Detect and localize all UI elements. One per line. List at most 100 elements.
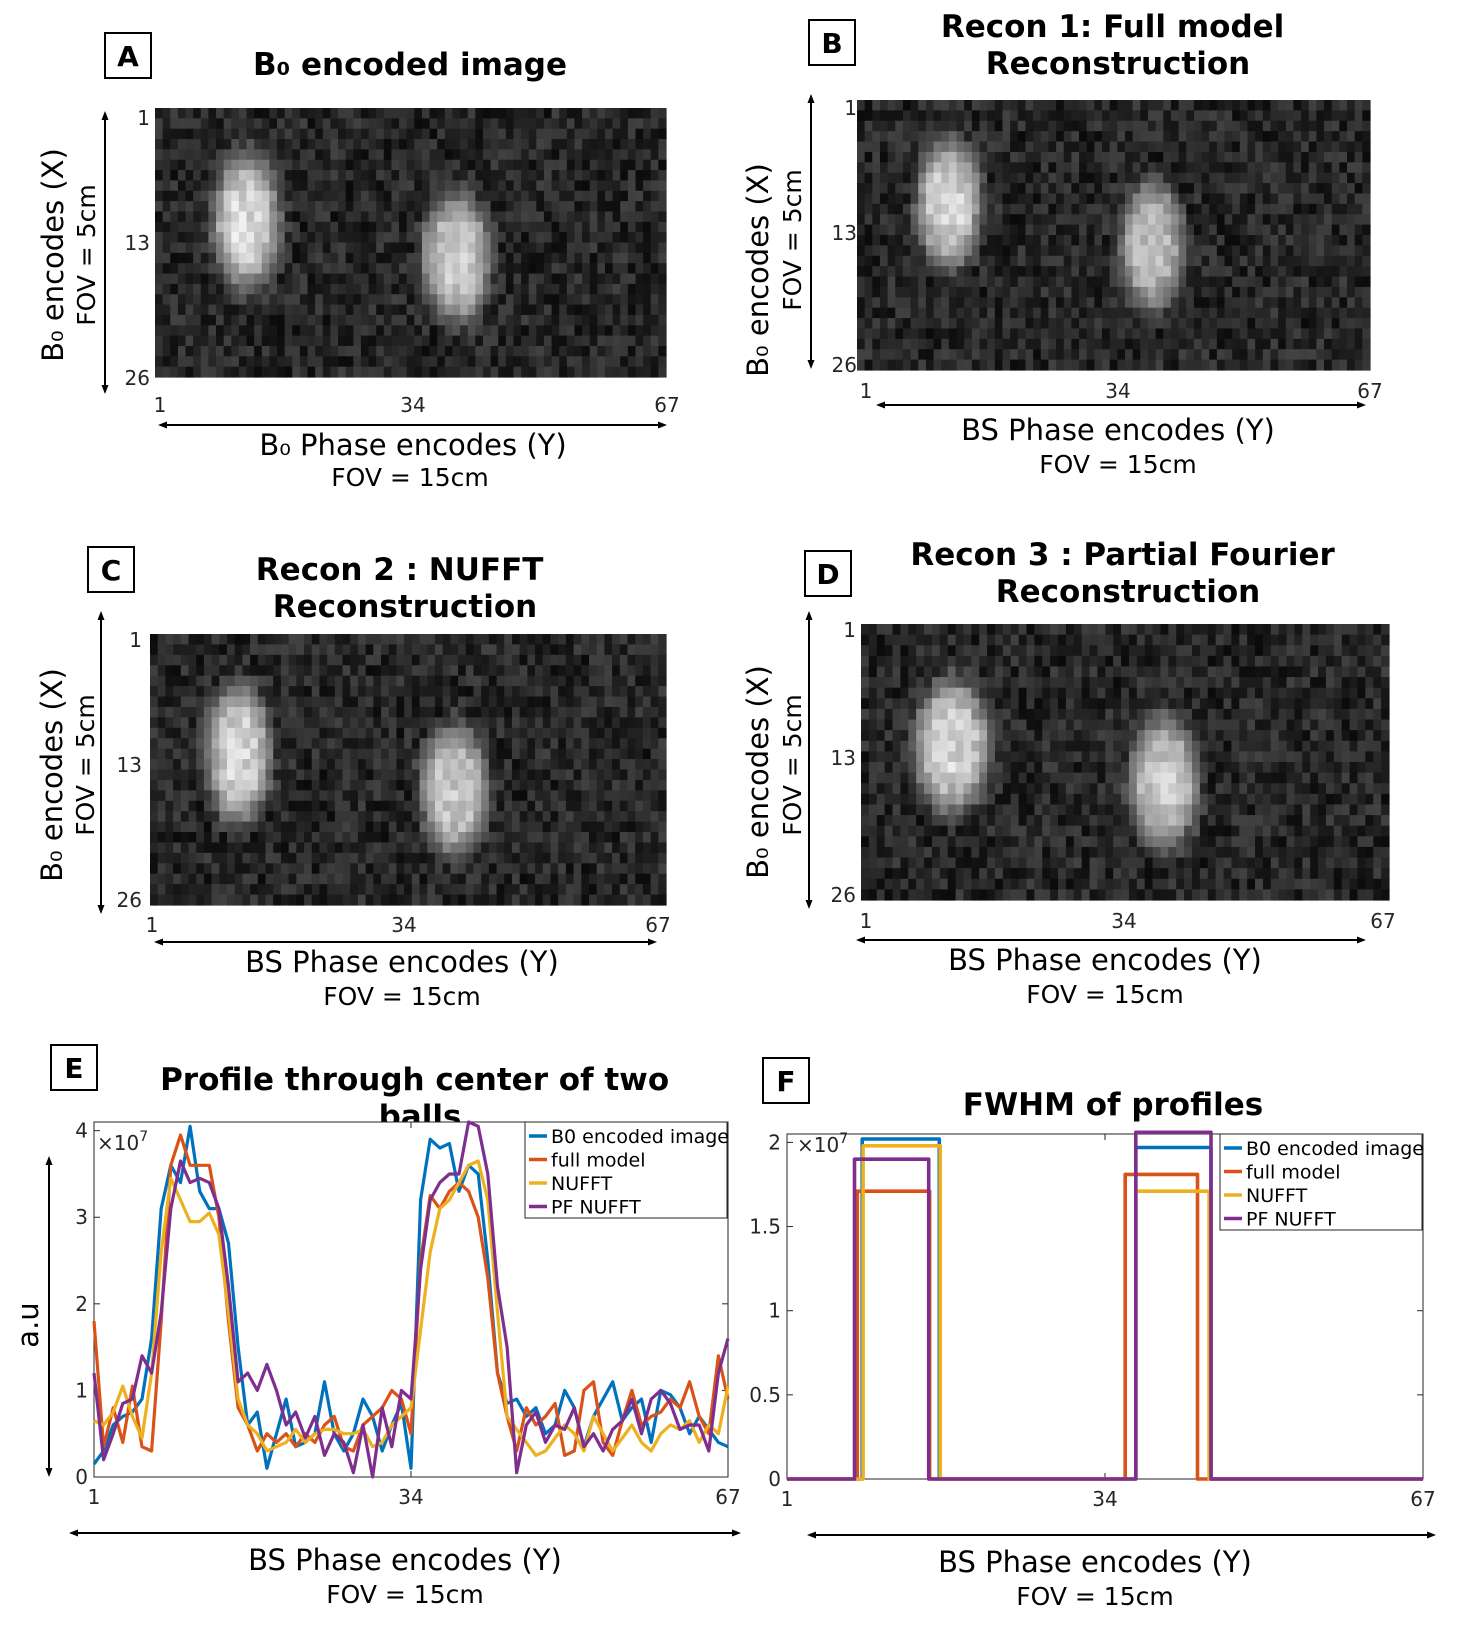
image-pixel — [902, 307, 912, 319]
image-pixel — [1170, 297, 1180, 309]
image-pixel — [155, 283, 164, 295]
image-pixel — [330, 201, 339, 213]
image-pixel — [246, 139, 255, 150]
image-pixel — [327, 644, 336, 656]
image-pixel — [173, 696, 182, 708]
image-pixel — [157, 759, 166, 771]
image-pixel — [879, 172, 889, 184]
image-pixel — [948, 183, 958, 195]
image-pixel — [1308, 162, 1318, 174]
image-pixel — [1033, 359, 1042, 371]
image-pixel — [444, 139, 454, 150]
image-pixel — [216, 170, 225, 182]
image-pixel — [265, 769, 274, 781]
image-pixel — [1140, 214, 1149, 226]
image-pixel — [315, 366, 324, 378]
image-pixel — [1079, 235, 1088, 246]
image-pixel — [1239, 100, 1249, 111]
image-pixel — [627, 800, 636, 812]
image-pixel — [299, 345, 309, 357]
image-pixel — [1362, 151, 1371, 163]
image-pixel — [334, 769, 344, 781]
image-pixel — [1232, 183, 1241, 195]
image-pixel — [1002, 349, 1011, 361]
image-pixel — [1239, 266, 1249, 278]
image-pixel — [155, 190, 164, 202]
image-pixel — [1086, 297, 1095, 309]
image-pixel — [941, 297, 950, 309]
image-pixel — [1094, 235, 1103, 246]
image-pixel — [475, 139, 484, 150]
image-pixel — [979, 255, 988, 267]
image-pixel — [597, 325, 606, 337]
image-pixel — [543, 356, 553, 368]
image-pixel — [565, 842, 575, 854]
image-pixel — [490, 252, 499, 264]
image-pixel — [353, 294, 362, 306]
image-pixel — [612, 180, 621, 192]
image-pixel — [353, 252, 362, 264]
image-pixel — [296, 852, 305, 864]
image-pixel — [216, 273, 225, 285]
image-pixel — [513, 139, 522, 150]
image-pixel — [581, 634, 590, 646]
image-pixel — [1048, 276, 1057, 288]
image-pixel — [627, 170, 637, 182]
image-pixel — [165, 790, 174, 802]
image-pixel — [1056, 151, 1065, 163]
image-pixel — [170, 201, 179, 213]
image-pixel — [284, 304, 293, 316]
image-pixel — [473, 696, 482, 708]
image-pixel — [345, 139, 354, 150]
image-pixel — [864, 224, 873, 236]
image-pixel — [254, 263, 263, 275]
image-pixel — [200, 263, 209, 275]
image-pixel — [452, 170, 461, 182]
image-pixel — [574, 221, 583, 233]
image-pixel — [475, 211, 484, 223]
image-pixel — [1094, 255, 1103, 267]
image-pixel — [273, 665, 282, 677]
image-pixel — [1247, 245, 1256, 257]
image-pixel — [273, 686, 282, 698]
image-pixel — [327, 842, 336, 854]
image-pixel — [242, 738, 251, 750]
image-pixel — [327, 727, 336, 739]
image-pixel — [1178, 297, 1187, 309]
image-pixel — [1017, 224, 1027, 236]
image-pixel — [588, 686, 598, 698]
image-pixel — [1308, 338, 1318, 350]
image-pixel — [857, 224, 866, 236]
image-pixel — [994, 359, 1004, 371]
panel-a-ytick: 26 — [125, 366, 150, 390]
image-pixel — [964, 318, 973, 330]
image-pixel — [925, 255, 935, 267]
image-pixel — [365, 779, 374, 791]
image-pixel — [1186, 162, 1195, 174]
image-pixel — [338, 366, 347, 378]
image-pixel — [588, 644, 598, 656]
image-pixel — [411, 821, 421, 833]
image-pixel — [1048, 359, 1057, 371]
image-pixel — [399, 273, 408, 285]
image-pixel — [612, 108, 621, 119]
image-pixel — [165, 852, 174, 864]
image-pixel — [872, 276, 881, 288]
image-pixel — [1285, 349, 1295, 361]
image-pixel — [604, 800, 613, 812]
image-pixel — [368, 221, 377, 233]
image-pixel — [216, 159, 225, 171]
image-pixel — [642, 832, 652, 844]
image-pixel — [1339, 338, 1348, 350]
image-pixel — [902, 131, 912, 143]
image-pixel — [971, 235, 981, 246]
image-pixel — [475, 232, 484, 244]
image-pixel — [933, 307, 942, 319]
image-pixel — [238, 314, 248, 326]
image-pixel — [1163, 141, 1172, 153]
image-pixel — [1170, 183, 1180, 195]
image-pixel — [419, 696, 428, 708]
image-pixel — [1010, 172, 1019, 184]
image-pixel — [460, 294, 469, 306]
image-pixel — [299, 273, 309, 285]
